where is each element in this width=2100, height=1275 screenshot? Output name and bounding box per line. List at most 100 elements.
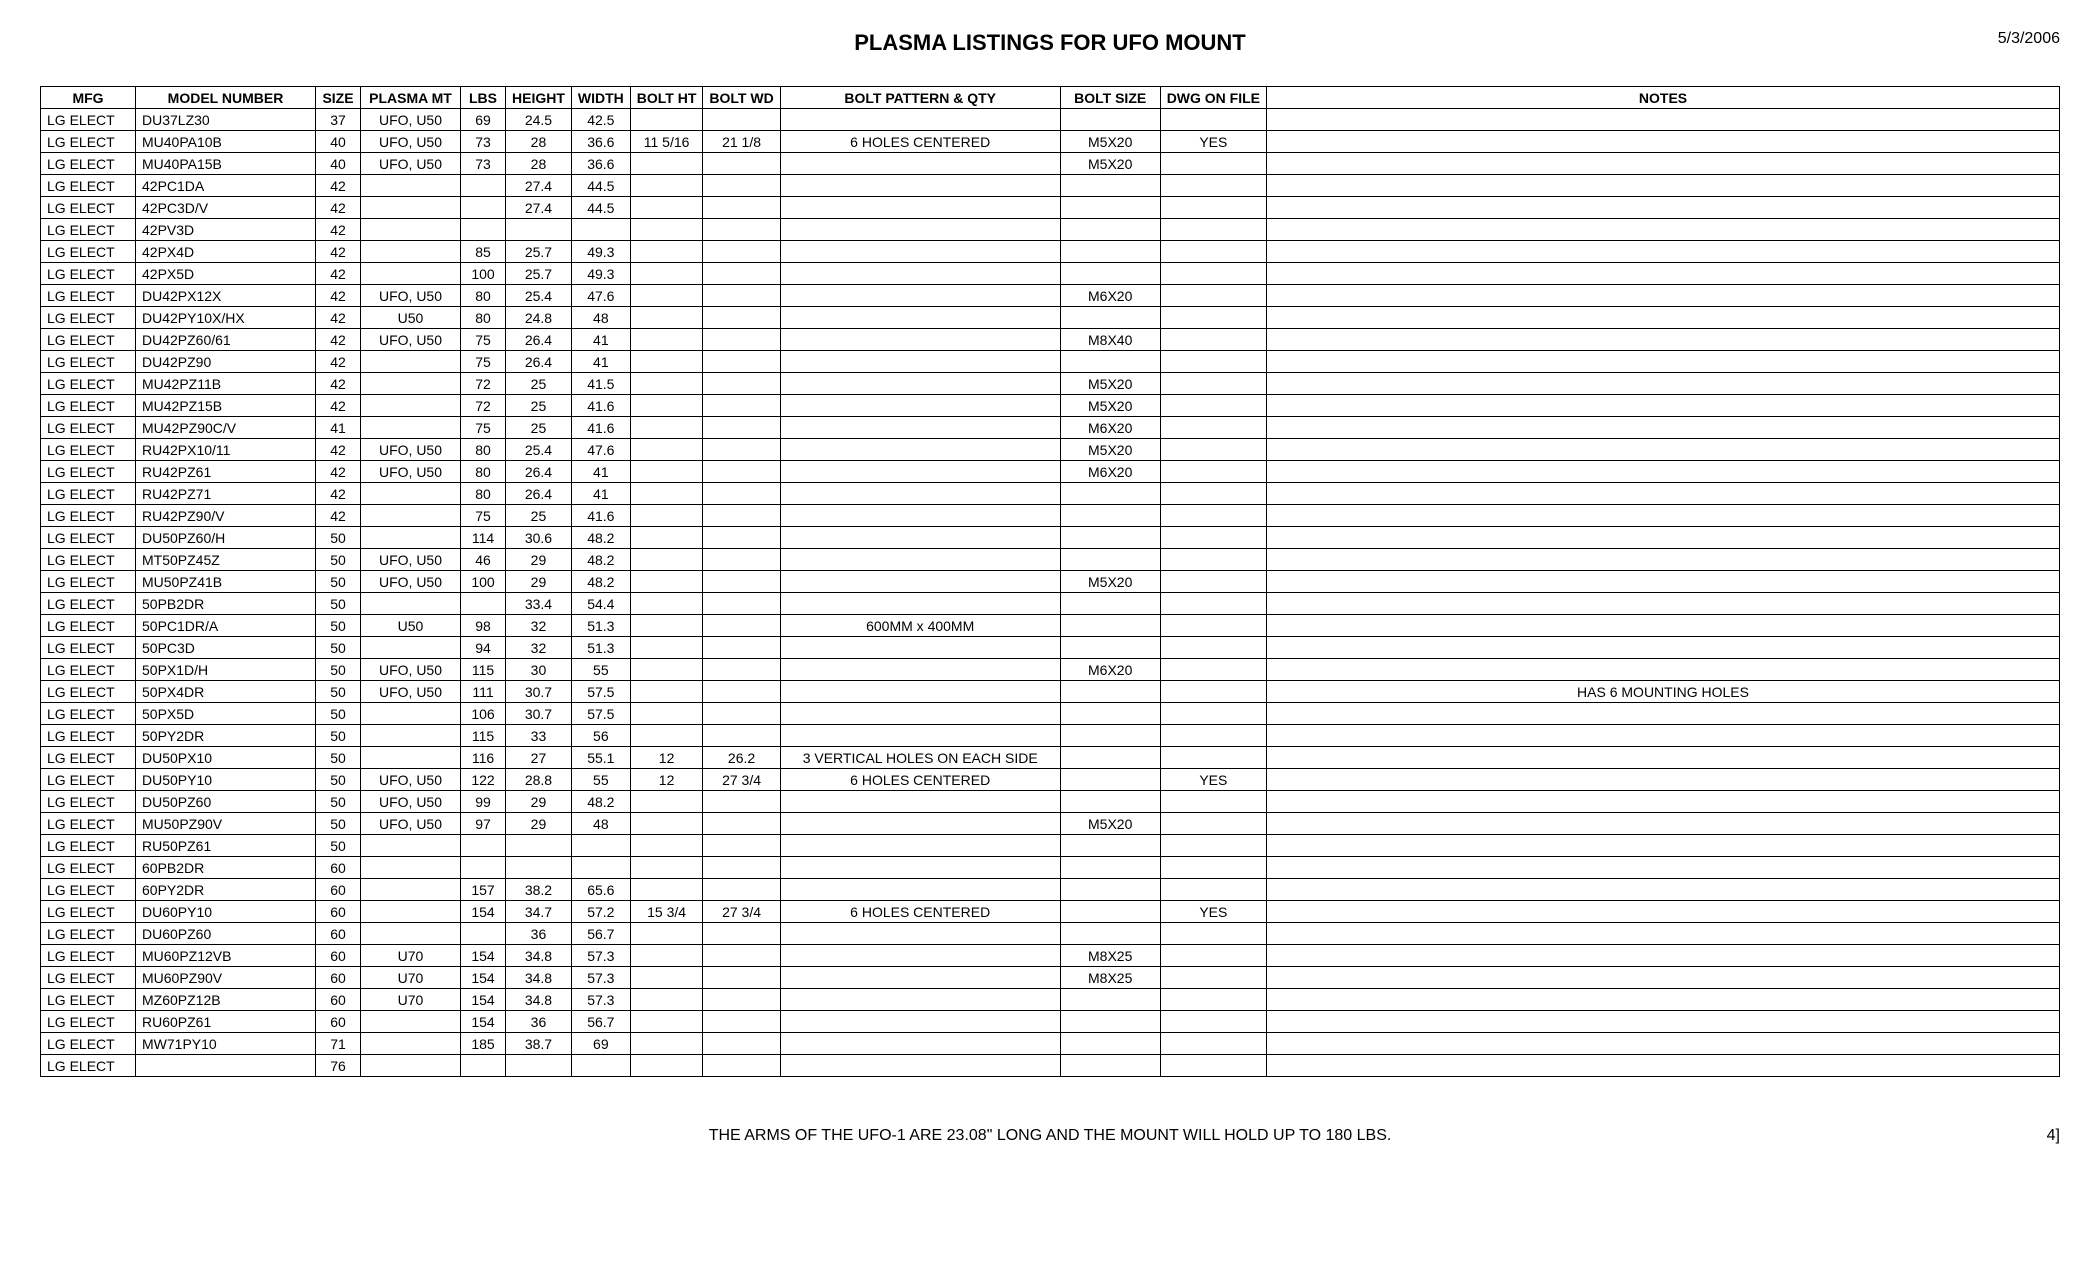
table-cell [780,879,1060,901]
table-cell: 12 [630,769,703,791]
table-row: LG ELECTMU50PZ41B50UFO, U501002948.2M5X2… [41,571,2060,593]
table-cell [630,681,703,703]
table-cell [630,439,703,461]
table-cell: LG ELECT [41,593,136,615]
table-cell [1267,197,2060,219]
table-cell: 73 [461,153,506,175]
table-cell: UFO, U50 [361,439,461,461]
table-cell: LG ELECT [41,637,136,659]
table-cell [361,747,461,769]
table-cell [1160,615,1266,637]
table-cell: LG ELECT [41,857,136,879]
table-cell: UFO, U50 [361,791,461,813]
table-cell: 32 [506,637,572,659]
footer: THE ARMS OF THE UFO-1 ARE 23.08" LONG AN… [40,1127,2060,1145]
table-cell [461,923,506,945]
table-cell: LG ELECT [41,879,136,901]
table-cell: 50PY2DR [136,725,316,747]
table-cell [780,835,1060,857]
table-cell [780,681,1060,703]
table-cell [1160,945,1266,967]
table-cell: 41.6 [571,505,630,527]
table-cell [1060,637,1160,659]
table-cell: 154 [461,1011,506,1033]
table-cell: 42 [316,263,361,285]
table-cell [1160,549,1266,571]
table-cell: MZ60PZ12B [136,989,316,1011]
table-cell [703,197,780,219]
footer-text: THE ARMS OF THE UFO-1 ARE 23.08" LONG AN… [40,1127,2060,1145]
table-cell: 25.7 [506,241,572,263]
table-cell [1160,109,1266,131]
table-cell: 50 [316,747,361,769]
table-cell: 76 [316,1055,361,1077]
table-cell: M5X20 [1060,395,1160,417]
column-header: DWG ON FILE [1160,87,1266,109]
table-cell: 600MM x 400MM [780,615,1060,637]
table-cell [1160,681,1266,703]
table-cell: DU60PZ60 [136,923,316,945]
table-cell: M6X20 [1060,417,1160,439]
table-cell [630,329,703,351]
table-cell: UFO, U50 [361,109,461,131]
table-row: LG ELECTDU42PX12X42UFO, U508025.447.6M6X… [41,285,2060,307]
table-cell [630,527,703,549]
table-cell [703,967,780,989]
table-cell: RU42PZ90/V [136,505,316,527]
table-cell [1060,857,1160,879]
table-cell: 41.6 [571,417,630,439]
table-row: LG ELECTDU42PY10X/HX42U508024.848 [41,307,2060,329]
table-cell [1060,483,1160,505]
table-row: LG ELECTMU42PZ11B42722541.5M5X20 [41,373,2060,395]
table-cell [1160,351,1266,373]
table-cell: 50 [316,835,361,857]
table-row: LG ELECTMW71PY107118538.769 [41,1033,2060,1055]
table-cell: 50PC1DR/A [136,615,316,637]
table-cell: 41.5 [571,373,630,395]
table-cell: LG ELECT [41,791,136,813]
table-cell: 36.6 [571,131,630,153]
table-cell [361,857,461,879]
table-cell: MU50PZ90V [136,813,316,835]
table-cell: RU42PX10/11 [136,439,316,461]
table-cell [1160,659,1266,681]
table-cell: 60PY2DR [136,879,316,901]
table-cell: 42PX4D [136,241,316,263]
table-cell [1060,197,1160,219]
table-cell [361,1033,461,1055]
table-cell [703,703,780,725]
table-cell: LG ELECT [41,659,136,681]
table-row: LG ELECT42PC1DA4227.444.5 [41,175,2060,197]
table-cell: 49.3 [571,263,630,285]
table-cell [1267,417,2060,439]
table-cell: 42 [316,197,361,219]
table-cell [1267,945,2060,967]
table-cell [1267,769,2060,791]
table-cell: 50PC3D [136,637,316,659]
table-cell: LG ELECT [41,439,136,461]
table-cell [780,923,1060,945]
table-cell: 50 [316,571,361,593]
table-cell [630,703,703,725]
table-cell [780,439,1060,461]
table-cell: 106 [461,703,506,725]
table-cell [1160,175,1266,197]
table-cell: 48 [571,307,630,329]
table-cell: 75 [461,505,506,527]
table-cell: 60 [316,901,361,923]
table-cell [1160,307,1266,329]
table-cell [703,109,780,131]
table-cell: UFO, U50 [361,285,461,307]
table-row: LG ELECTDU50PZ60/H5011430.648.2 [41,527,2060,549]
table-cell [630,791,703,813]
table-cell: 115 [461,659,506,681]
table-cell [630,395,703,417]
table-cell: 55 [571,659,630,681]
table-cell [361,175,461,197]
table-cell: 115 [461,725,506,747]
table-cell [1060,109,1160,131]
table-cell: M5X20 [1060,439,1160,461]
table-cell: 50PX1D/H [136,659,316,681]
table-cell: 34.8 [506,989,572,1011]
table-cell [1060,1011,1160,1033]
